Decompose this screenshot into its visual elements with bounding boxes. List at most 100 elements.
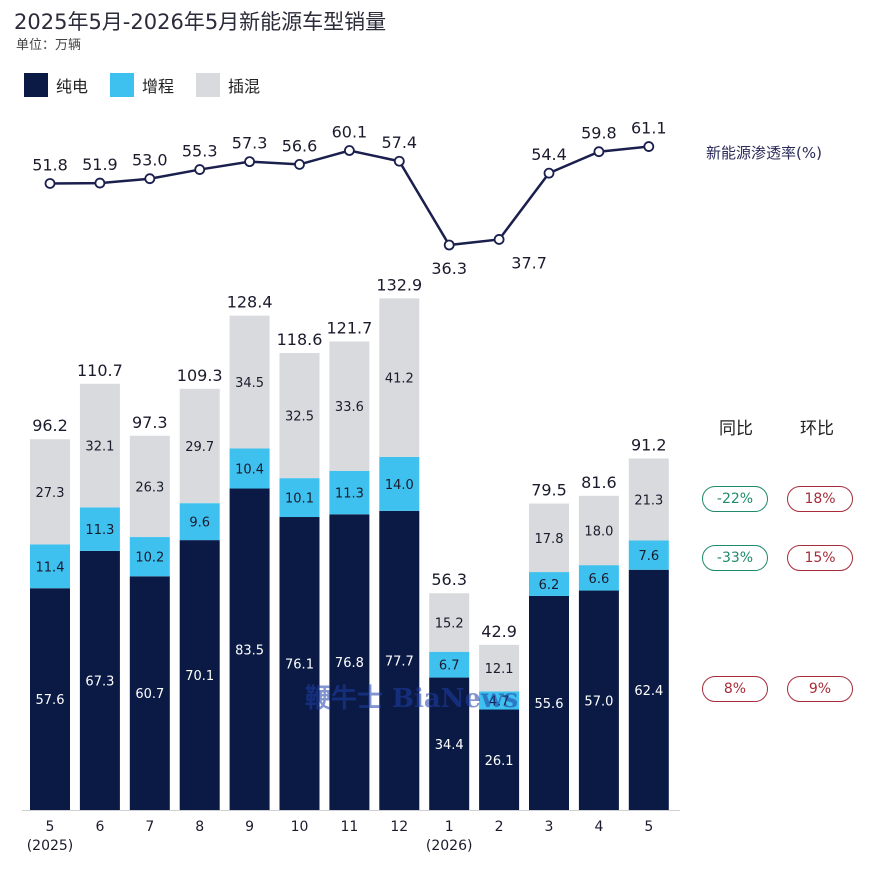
segment-value-label: 6.6 bbox=[589, 572, 610, 587]
x-tick-label: 3 bbox=[545, 819, 554, 835]
bar-segment bbox=[179, 388, 220, 504]
bar-total-label: 132.9 bbox=[376, 275, 422, 294]
legend-label-phev: 插混 bbox=[228, 77, 261, 96]
rate-value-label: 59.8 bbox=[581, 124, 617, 143]
segment-value-label: 14.0 bbox=[385, 478, 414, 493]
mom-pill-erev: 15% bbox=[787, 545, 853, 571]
segment-value-label: 32.5 bbox=[285, 410, 314, 425]
unit-label: 单位：万辆 bbox=[16, 38, 82, 53]
rate-point bbox=[244, 156, 256, 168]
segment-value-label: 32.1 bbox=[85, 440, 114, 455]
bar-segment bbox=[79, 507, 120, 551]
segment-value-label: 57.6 bbox=[36, 693, 65, 708]
bar-segment bbox=[529, 595, 569, 810]
bar-segment bbox=[379, 510, 420, 810]
bar-segment bbox=[329, 470, 370, 515]
bar-segment bbox=[578, 565, 619, 591]
rate-value-label: 51.9 bbox=[82, 155, 118, 174]
bar-segment bbox=[578, 590, 619, 810]
segment-value-label: 6.7 bbox=[439, 659, 460, 674]
rate-value-label: 36.3 bbox=[431, 259, 467, 278]
rate-value-label: 54.4 bbox=[531, 145, 567, 164]
bar-segment bbox=[79, 550, 120, 810]
x-tick-label: 1 bbox=[445, 819, 454, 835]
rate-value-label: 37.7 bbox=[511, 253, 547, 272]
segment-value-label: 15.2 bbox=[435, 617, 464, 632]
rate-value-label: 51.8 bbox=[32, 155, 68, 174]
bar-total-label: 79.5 bbox=[531, 481, 567, 500]
x-tick-label: 6 bbox=[95, 819, 104, 835]
segment-value-label: 62.4 bbox=[634, 684, 663, 699]
watermark: 鞭牛士 BiaNews bbox=[305, 684, 519, 714]
rate-value-label: 61.1 bbox=[631, 119, 667, 138]
x-tick-label: 7 bbox=[145, 819, 154, 835]
segment-value-label: 27.3 bbox=[36, 486, 65, 501]
segment-value-label: 10.1 bbox=[285, 492, 314, 507]
x-year-label: (2026) bbox=[426, 838, 473, 854]
x-tick-label: 4 bbox=[594, 819, 603, 835]
segment-value-label: 10.2 bbox=[135, 551, 164, 566]
bar-total-label: 128.4 bbox=[227, 293, 273, 312]
bar-segment bbox=[479, 709, 520, 810]
bar-segment bbox=[628, 569, 669, 810]
bar-segment bbox=[279, 517, 320, 810]
bar-segment bbox=[529, 572, 569, 596]
bar-segment bbox=[179, 540, 220, 810]
bar-segment bbox=[179, 503, 220, 541]
rate-value-label: 56.6 bbox=[282, 136, 318, 155]
bar-segment bbox=[578, 495, 619, 566]
rate-point bbox=[94, 177, 106, 189]
rate-point bbox=[343, 145, 355, 156]
yoy-pill-bev: -22% bbox=[702, 486, 768, 512]
segment-value-label: 76.8 bbox=[335, 656, 364, 671]
segment-value-label: 7.6 bbox=[638, 549, 659, 564]
bar-segment bbox=[429, 593, 470, 652]
rate-point bbox=[493, 234, 505, 245]
bar-segment bbox=[79, 383, 120, 508]
x-tick-label: 2 bbox=[495, 819, 504, 835]
segment-value-label: 11.3 bbox=[335, 487, 364, 502]
x-tick-label: 8 bbox=[195, 819, 204, 835]
x-tick-label: 10 bbox=[291, 819, 309, 835]
yoy-pill-erev: -33% bbox=[702, 545, 768, 571]
legend-item-phev: 插混 bbox=[196, 73, 260, 97]
segment-value-label: 41.2 bbox=[385, 372, 414, 387]
rate-point bbox=[543, 167, 555, 179]
segment-value-label: 33.6 bbox=[335, 400, 364, 415]
segment-value-label: 9.6 bbox=[189, 516, 210, 531]
bar-segment bbox=[429, 651, 470, 678]
chart-title: 2025年5月-2026年5月新能源车型销量 bbox=[14, 10, 387, 34]
segment-value-label: 29.7 bbox=[185, 440, 214, 455]
bar-segment bbox=[229, 448, 270, 489]
segment-value-label: 70.1 bbox=[185, 669, 214, 684]
x-tick-label: 5 bbox=[46, 819, 55, 835]
bar-segment bbox=[479, 691, 520, 710]
rate-point bbox=[194, 164, 206, 175]
segment-value-label: 57.0 bbox=[584, 694, 613, 709]
segment-value-label: 11.3 bbox=[85, 523, 114, 538]
rate-point bbox=[443, 239, 455, 251]
bar-segment bbox=[30, 544, 70, 589]
bar-segment bbox=[329, 514, 370, 810]
bar-total-label: 97.3 bbox=[132, 413, 168, 432]
segment-value-label: 21.3 bbox=[634, 493, 663, 508]
bar-segment bbox=[279, 353, 320, 479]
segment-value-label: 83.5 bbox=[235, 643, 264, 658]
segment-value-label: 60.7 bbox=[135, 687, 164, 702]
bar-total-label: 110.7 bbox=[77, 361, 123, 380]
bar-segment bbox=[329, 341, 370, 471]
bar-segment bbox=[279, 478, 320, 518]
bar-segment bbox=[30, 439, 70, 545]
rate-point bbox=[393, 155, 405, 167]
bar-segment bbox=[129, 576, 170, 810]
segment-value-label: 18.0 bbox=[584, 524, 613, 539]
rate-point bbox=[144, 173, 156, 185]
segment-value-label: 10.4 bbox=[235, 463, 264, 478]
legend: 纯电 增程 插混 bbox=[24, 73, 260, 97]
bar-segment bbox=[229, 315, 270, 449]
segment-value-label: 76.1 bbox=[285, 658, 314, 673]
bar-total-label: 81.6 bbox=[581, 473, 617, 492]
bar-total-label: 42.9 bbox=[481, 622, 517, 641]
rate-point bbox=[643, 141, 655, 152]
segment-value-label: 26.3 bbox=[135, 480, 164, 495]
